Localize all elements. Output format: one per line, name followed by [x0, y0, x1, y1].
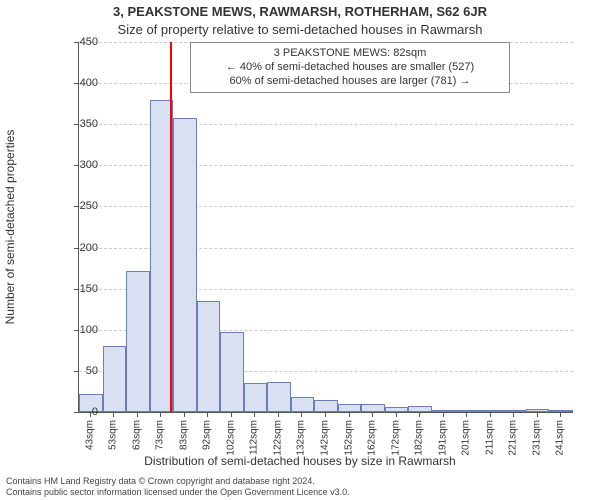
- x-tick-label: 201sqm: [461, 420, 472, 456]
- histogram-bar: [220, 332, 244, 412]
- histogram-bar: [267, 382, 291, 412]
- info-box-line-2: ← 40% of semi-detached houses are smalle…: [197, 61, 503, 75]
- x-tick-label: 102sqm: [225, 420, 236, 456]
- x-tick-mark: [349, 412, 350, 417]
- histogram-bar: [126, 271, 150, 412]
- attribution-footer: Contains HM Land Registry data © Crown c…: [6, 476, 594, 498]
- x-tick-mark: [372, 412, 373, 417]
- histogram-bar: [314, 400, 338, 412]
- histogram-bar: [103, 346, 127, 412]
- x-tick-label: 142sqm: [320, 420, 331, 456]
- y-tick-label: 0: [68, 406, 98, 418]
- x-tick-label: 112sqm: [249, 420, 260, 455]
- plot-area: [78, 42, 573, 413]
- x-tick-mark: [325, 412, 326, 417]
- x-tick-mark: [466, 412, 467, 417]
- y-tick-label: 200: [68, 242, 98, 254]
- x-tick-mark: [184, 412, 185, 417]
- y-tick-label: 100: [68, 324, 98, 336]
- x-tick-label: 191sqm: [437, 420, 448, 456]
- x-tick-label: 241sqm: [555, 420, 566, 456]
- histogram-bar: [338, 404, 362, 412]
- chart-container: 3, PEAKSTONE MEWS, RAWMARSH, ROTHERHAM, …: [0, 0, 600, 500]
- histogram-bar: [173, 118, 197, 412]
- x-tick-mark: [560, 412, 561, 417]
- x-tick-label: 92sqm: [202, 420, 213, 450]
- x-tick-mark: [231, 412, 232, 417]
- x-axis-label: Distribution of semi-detached houses by …: [0, 454, 600, 468]
- info-box: 3 PEAKSTONE MEWS: 82sqm ← 40% of semi-de…: [190, 42, 510, 93]
- x-tick-mark: [137, 412, 138, 417]
- histogram-bar: [244, 383, 268, 412]
- chart-title-address: 3, PEAKSTONE MEWS, RAWMARSH, ROTHERHAM, …: [0, 4, 600, 19]
- x-tick-label: 43sqm: [84, 420, 95, 450]
- info-box-line-3: 60% of semi-detached houses are larger (…: [197, 75, 503, 89]
- x-tick-label: 53sqm: [108, 420, 119, 450]
- x-tick-label: 221sqm: [508, 420, 519, 456]
- x-tick-mark: [160, 412, 161, 417]
- x-tick-mark: [278, 412, 279, 417]
- y-tick-label: 150: [68, 283, 98, 295]
- x-tick-label: 211sqm: [484, 420, 495, 455]
- x-tick-label: 83sqm: [178, 420, 189, 450]
- x-tick-mark: [90, 412, 91, 417]
- y-tick-label: 350: [68, 118, 98, 130]
- x-tick-label: 152sqm: [343, 420, 354, 456]
- x-tick-label: 231sqm: [531, 420, 542, 456]
- y-tick-label: 250: [68, 200, 98, 212]
- footer-line-2: Contains public sector information licen…: [6, 487, 594, 498]
- y-tick-label: 450: [68, 36, 98, 48]
- x-tick-mark: [207, 412, 208, 417]
- y-tick-label: 400: [68, 77, 98, 89]
- x-tick-mark: [396, 412, 397, 417]
- x-tick-mark: [490, 412, 491, 417]
- x-tick-mark: [443, 412, 444, 417]
- x-tick-label: 162sqm: [367, 420, 378, 456]
- histogram-bar: [291, 397, 315, 412]
- y-axis-label: Number of semi-detached properties: [3, 130, 17, 325]
- x-tick-label: 172sqm: [390, 420, 401, 456]
- x-tick-label: 73sqm: [155, 420, 166, 450]
- x-tick-mark: [113, 412, 114, 417]
- x-tick-mark: [537, 412, 538, 417]
- reference-line: [170, 42, 172, 412]
- x-tick-label: 63sqm: [131, 420, 142, 450]
- footer-line-1: Contains HM Land Registry data © Crown c…: [6, 476, 594, 487]
- x-tick-mark: [254, 412, 255, 417]
- histogram-bar: [361, 404, 385, 412]
- x-tick-label: 122sqm: [272, 420, 283, 456]
- x-tick-label: 132sqm: [296, 420, 307, 456]
- y-tick-label: 50: [68, 365, 98, 377]
- histogram-bar: [197, 301, 221, 412]
- x-tick-label: 182sqm: [414, 420, 425, 456]
- chart-subtitle: Size of property relative to semi-detach…: [0, 22, 600, 37]
- x-tick-mark: [513, 412, 514, 417]
- x-tick-mark: [419, 412, 420, 417]
- x-tick-mark: [301, 412, 302, 417]
- y-tick-label: 300: [68, 159, 98, 171]
- info-box-line-1: 3 PEAKSTONE MEWS: 82sqm: [197, 47, 503, 61]
